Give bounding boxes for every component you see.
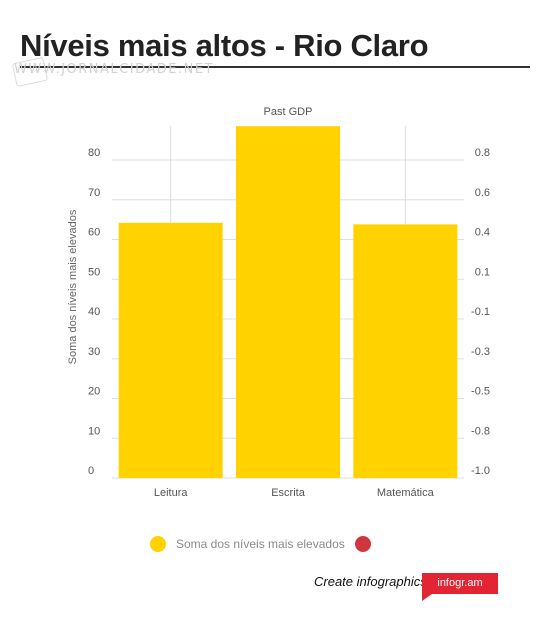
bar-matemática bbox=[353, 224, 458, 478]
create-infographics-link[interactable]: Create infographics bbox=[314, 574, 427, 589]
y2-tick-label: -0.5 bbox=[471, 386, 490, 398]
y-tick-label: 0 bbox=[88, 465, 94, 477]
chart-legend: Soma dos níveis mais elevados bbox=[150, 534, 371, 554]
watermark-text: WWW.JORNALCIDADE.NET bbox=[14, 62, 214, 77]
y-tick-label: 20 bbox=[88, 386, 100, 398]
legend-swatch-series[interactable] bbox=[150, 536, 166, 552]
y2-tick-label: -0.8 bbox=[471, 425, 490, 437]
x-tick-label: Matemática bbox=[377, 487, 435, 499]
bar-leitura bbox=[118, 222, 223, 478]
infogram-brand-label: infogr.am bbox=[437, 577, 483, 589]
title-divider bbox=[20, 66, 530, 68]
infogram-logo-button[interactable]: infogr.am bbox=[422, 573, 498, 601]
y2-tick-label: 0.1 bbox=[475, 266, 490, 278]
y-tick-label: 60 bbox=[88, 227, 100, 239]
y-tick-label: 70 bbox=[88, 187, 100, 199]
y-tick-label: 30 bbox=[88, 346, 100, 358]
legend-swatch-secondary[interactable] bbox=[354, 536, 371, 552]
y2-tick-label: 0.4 bbox=[475, 227, 490, 239]
y-tick-label: 40 bbox=[88, 306, 100, 318]
bar-escrita bbox=[236, 126, 340, 479]
y-tick-label: 50 bbox=[88, 266, 100, 278]
x-tick-label: Leitura bbox=[154, 487, 189, 499]
y-tick-label: 80 bbox=[88, 147, 100, 159]
y-tick-label: 10 bbox=[88, 425, 100, 437]
brand-tail-shape bbox=[422, 594, 432, 601]
y-axis-label: Soma dos níveis mais elevados bbox=[67, 209, 79, 364]
y2-tick-label: -0.1 bbox=[471, 306, 490, 318]
legend-label-series[interactable]: Soma dos níveis mais elevados bbox=[176, 537, 345, 551]
y2-tick-label: -1.0 bbox=[471, 465, 490, 477]
y2-tick-label: 0.6 bbox=[475, 187, 490, 199]
y2-tick-label: 0.8 bbox=[475, 147, 490, 159]
page-title: Níveis mais altos - Rio Claro bbox=[20, 28, 429, 63]
chart-title: Past GDP bbox=[264, 106, 313, 118]
y2-tick-label: -0.3 bbox=[471, 346, 490, 358]
x-tick-label: Escrita bbox=[271, 487, 306, 499]
